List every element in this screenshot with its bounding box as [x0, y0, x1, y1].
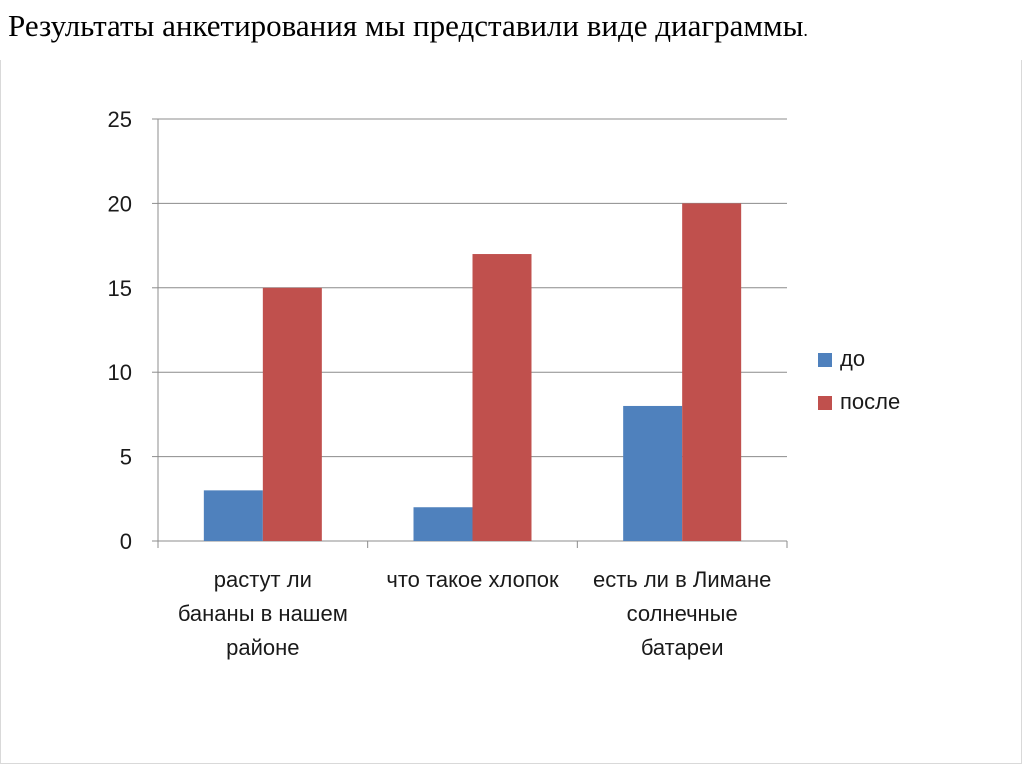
category-label: есть ли в Лимане	[593, 567, 771, 592]
legend-swatch	[818, 396, 832, 410]
category-label: что такое хлопок	[386, 567, 559, 592]
category-label: районе	[226, 635, 299, 660]
y-tick-label: 10	[108, 360, 132, 385]
bar-after	[262, 287, 322, 541]
slide-heading: Результаты анкетирования мы представили …	[8, 8, 808, 44]
bar-before	[203, 490, 263, 541]
legend-label: после	[840, 389, 900, 414]
category-label: солнечные	[627, 601, 738, 626]
y-tick-label: 0	[120, 529, 132, 554]
y-tick-label: 5	[120, 445, 132, 470]
heading-period: .	[803, 20, 808, 40]
bar-after	[472, 254, 532, 542]
category-label: бананы в нашем	[178, 601, 348, 626]
category-label: батареи	[641, 635, 724, 660]
heading-text: Результаты анкетирования мы представили …	[8, 8, 804, 43]
chart-frame	[0, 60, 1022, 764]
category-label: растут ли	[214, 567, 312, 592]
y-tick-label: 15	[108, 276, 132, 301]
bar-before	[623, 405, 683, 541]
legend-swatch	[818, 353, 832, 367]
y-tick-label: 20	[108, 191, 132, 216]
y-tick-label: 25	[108, 107, 132, 132]
bar-after	[682, 203, 742, 541]
bar-before	[413, 507, 473, 541]
legend-label: до	[840, 346, 865, 371]
